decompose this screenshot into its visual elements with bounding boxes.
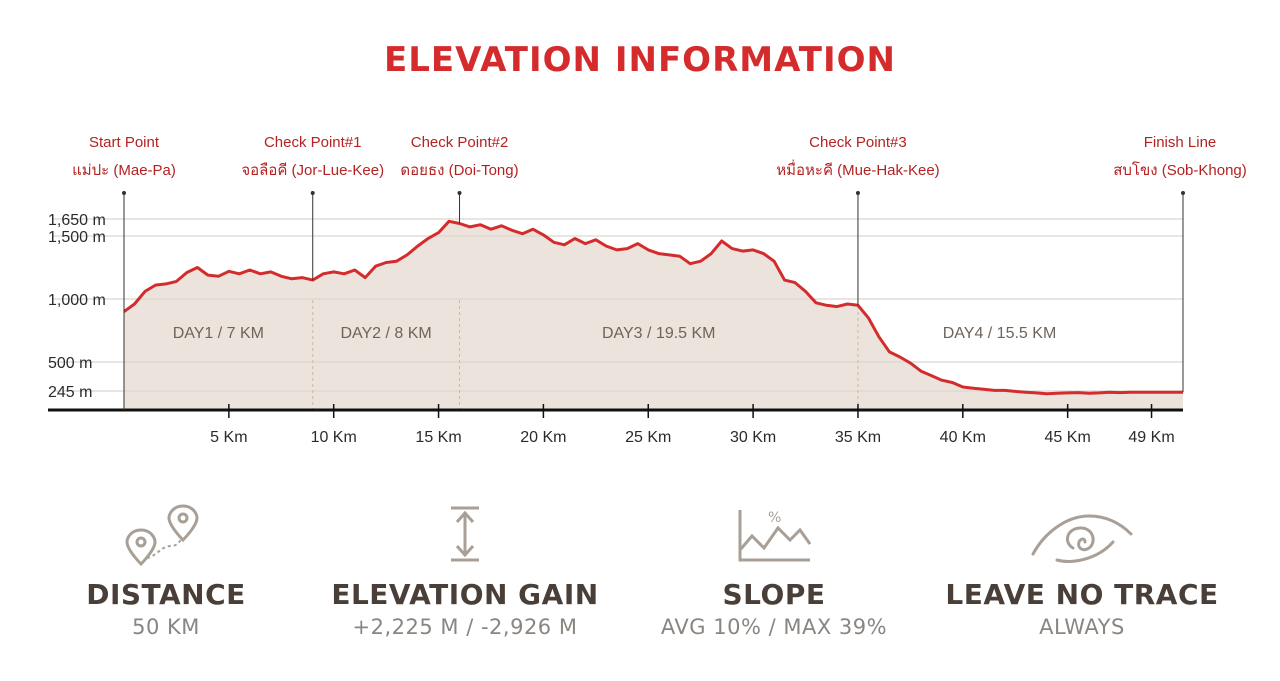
checkpoint-name: Check Point#2: [411, 134, 509, 151]
stat-label: SLOPE: [722, 578, 826, 611]
svg-text:%: %: [768, 510, 781, 526]
y-tick-label: 1,650 m: [48, 212, 106, 229]
stat-distance: DISTANCE 50 KM: [16, 498, 316, 639]
stat-value: 50 KM: [132, 615, 200, 639]
x-tick-label: 15 Km: [415, 429, 461, 446]
x-tick-label: 10 Km: [311, 429, 357, 446]
y-tick-label: 1,000 m: [48, 292, 106, 309]
checkpoint-name: Check Point#1: [264, 134, 362, 151]
checkpoint-name: Start Point: [89, 134, 160, 151]
stat-value: +2,225 M / -2,926 M: [352, 615, 578, 639]
stat-value: AVG 10% / MAX 39%: [660, 615, 888, 639]
segment-label: DAY3 / 19.5 KM: [602, 325, 716, 342]
checkpoint-dot: [310, 191, 315, 195]
checkpoint-place: ดอยธง (Doi-Tong): [400, 162, 518, 179]
slope-percent-icon: %: [624, 498, 924, 570]
x-tick-label: 40 Km: [940, 429, 986, 446]
map-pin-route-icon: [16, 498, 316, 570]
segment-label: DAY2 / 8 KM: [340, 325, 431, 342]
x-tick-label: 35 Km: [835, 429, 881, 446]
up-down-arrow-icon: [315, 498, 615, 570]
checkpoint-dot: [122, 191, 126, 195]
page-title: ELEVATION INFORMATION: [384, 40, 896, 80]
stats-row: DISTANCE 50 KM ELEVATION GAIN +2,225 M /…: [0, 498, 1280, 658]
elevation-chart: 245 m 500 m 1,000 m 1,500 m1,650 m DAY1 / 7 …: [48, 134, 1247, 446]
checkpoint-place: สบโขง (Sob-Khong): [1113, 161, 1247, 179]
stat-value: ALWAYS: [1039, 615, 1125, 639]
y-tick-label: 245 m: [48, 384, 92, 401]
checkpoint-name: Finish Line: [1144, 134, 1217, 151]
checkpoint-dot: [855, 191, 860, 195]
x-tick-label: 30 Km: [730, 429, 776, 446]
stat-label: ELEVATION GAIN: [331, 578, 599, 611]
checkpoint-name: Check Point#3: [809, 134, 907, 151]
stat-elevation-gain: ELEVATION GAIN +2,225 M / -2,926 M: [315, 498, 615, 639]
elevation-line: [123, 219, 1183, 396]
elevation-area: [124, 221, 1183, 410]
checkpoint-place: แม่ปะ (Mae-Pa): [72, 162, 176, 179]
x-tick-label: 49 Km: [1128, 429, 1174, 446]
checkpoint-place: จอลือคี (Jor-Lue-Kee): [241, 162, 384, 179]
x-tick-label: 20 Km: [520, 429, 566, 446]
swirl-leaf-icon: [932, 498, 1232, 570]
segment-label: DAY1 / 7 KM: [173, 325, 264, 342]
y-tick-label: 500 m: [48, 355, 92, 372]
checkpoint-dot: [457, 191, 462, 195]
y-tick-label: 1,500 m: [48, 229, 106, 246]
stat-label: DISTANCE: [86, 578, 246, 611]
stat-leave-no-trace: LEAVE NO TRACE ALWAYS: [932, 498, 1232, 639]
checkpoint-dot: [1181, 191, 1185, 195]
x-tick-label: 5 Km: [210, 429, 247, 446]
checkpoint-place: หมื่อหะคี (Mue-Hak-Kee): [776, 159, 939, 179]
x-tick-label: 25 Km: [625, 429, 671, 446]
stat-slope: % SLOPE AVG 10% / MAX 39%: [624, 498, 924, 639]
x-tick-label: 45 Km: [1045, 429, 1091, 446]
stat-label: LEAVE NO TRACE: [945, 578, 1219, 611]
segment-label: DAY4 / 15.5 KM: [943, 325, 1057, 342]
